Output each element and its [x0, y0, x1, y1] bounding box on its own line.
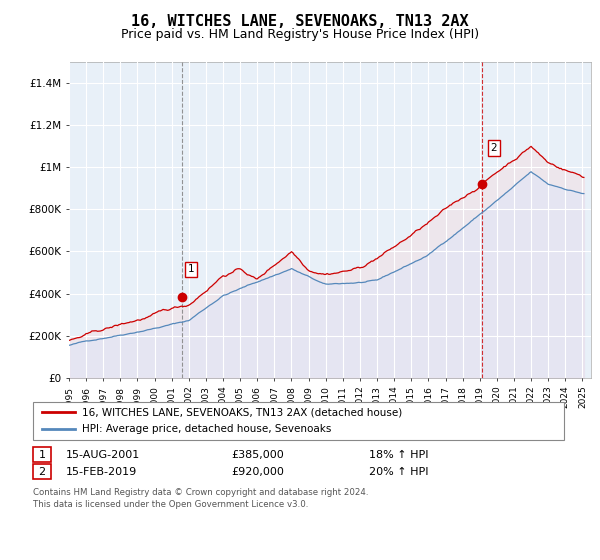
- Text: 1: 1: [188, 264, 194, 274]
- Text: 16, WITCHES LANE, SEVENOAKS, TN13 2AX (detached house): 16, WITCHES LANE, SEVENOAKS, TN13 2AX (d…: [82, 407, 403, 417]
- Text: 20% ↑ HPI: 20% ↑ HPI: [369, 466, 428, 477]
- Text: This data is licensed under the Open Government Licence v3.0.: This data is licensed under the Open Gov…: [33, 500, 308, 508]
- Text: 1: 1: [38, 450, 46, 460]
- Text: 15-AUG-2001: 15-AUG-2001: [66, 450, 140, 460]
- Text: HPI: Average price, detached house, Sevenoaks: HPI: Average price, detached house, Seve…: [82, 424, 332, 434]
- Text: £920,000: £920,000: [231, 466, 284, 477]
- Text: £385,000: £385,000: [231, 450, 284, 460]
- Text: 2: 2: [38, 466, 46, 477]
- Text: 2: 2: [491, 143, 497, 153]
- Text: Contains HM Land Registry data © Crown copyright and database right 2024.: Contains HM Land Registry data © Crown c…: [33, 488, 368, 497]
- Text: 15-FEB-2019: 15-FEB-2019: [66, 466, 137, 477]
- Text: 18% ↑ HPI: 18% ↑ HPI: [369, 450, 428, 460]
- Text: 16, WITCHES LANE, SEVENOAKS, TN13 2AX: 16, WITCHES LANE, SEVENOAKS, TN13 2AX: [131, 14, 469, 29]
- Text: Price paid vs. HM Land Registry's House Price Index (HPI): Price paid vs. HM Land Registry's House …: [121, 28, 479, 41]
